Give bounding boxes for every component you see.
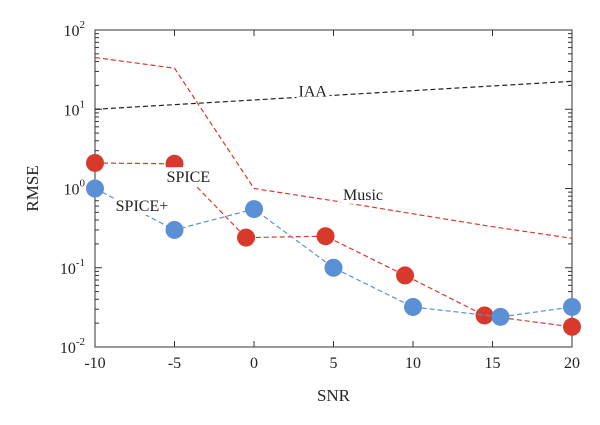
data-point-spice-plus (165, 220, 184, 239)
series-annotation: IAA (299, 83, 328, 100)
series-layer (86, 56, 581, 336)
y-tick-exponent: -1 (76, 257, 85, 269)
annotation-backdrop (164, 167, 216, 187)
data-point-spice (563, 317, 581, 336)
x-tick-label: 10 (405, 355, 421, 372)
y-tick-exponent: 0 (80, 178, 86, 190)
annotation-backdrop (296, 81, 330, 101)
data-point-spice-plus (324, 258, 343, 277)
y-tick-exponent: 1 (80, 98, 86, 110)
y-axis-label: RMSE (23, 165, 42, 211)
data-point-spice (316, 227, 335, 246)
annotation-backdrop (113, 196, 174, 216)
y-tick-base: 10 (60, 261, 76, 278)
x-tick-label: -10 (84, 355, 105, 372)
data-point-spice (396, 266, 415, 285)
y-tick-label: 102 (64, 19, 86, 40)
series-annotation: Music (343, 187, 383, 204)
series-annotation: SPICE+ (116, 198, 169, 215)
series-line-music (94, 56, 573, 239)
data-point-spice-plus (245, 200, 263, 219)
y-tick-base: 10 (64, 102, 80, 119)
annotation-layer: IAA Music SPICE SPICE+ (113, 81, 393, 216)
x-tick-label: 15 (485, 355, 501, 372)
y-tick-base: 10 (60, 340, 76, 357)
data-point-spice-plus (86, 179, 104, 198)
series-line-spice (94, 162, 573, 328)
y-tick-base: 10 (64, 23, 80, 40)
x-tick-label: 5 (330, 355, 338, 372)
y-tick-label: 101 (64, 98, 86, 119)
y-tick-exponent: -2 (76, 336, 85, 348)
series-annotation: SPICE (167, 169, 211, 186)
data-point-spice-plus (491, 307, 510, 326)
y-tick-label: 100 (64, 178, 86, 199)
data-point-spice-plus (563, 297, 581, 316)
x-tick-label: 20 (564, 355, 580, 372)
x-tick-label: -5 (168, 355, 181, 372)
plot-frame (94, 29, 573, 348)
series-line-iaa (94, 80, 573, 110)
data-point-spice (86, 153, 104, 172)
y-tick-label: 10-2 (60, 336, 85, 357)
x-tick-label: 0 (250, 355, 258, 372)
y-tick-label: 10-1 (60, 257, 85, 278)
data-point-spice (237, 228, 256, 247)
data-point-spice-plus (404, 297, 422, 316)
annotation-backdrop (341, 184, 393, 204)
x-axis-label: SNR (317, 386, 351, 405)
y-tick-base: 10 (64, 182, 80, 199)
data-point-spice (475, 306, 494, 325)
y-tick-exponent: 2 (80, 19, 86, 31)
